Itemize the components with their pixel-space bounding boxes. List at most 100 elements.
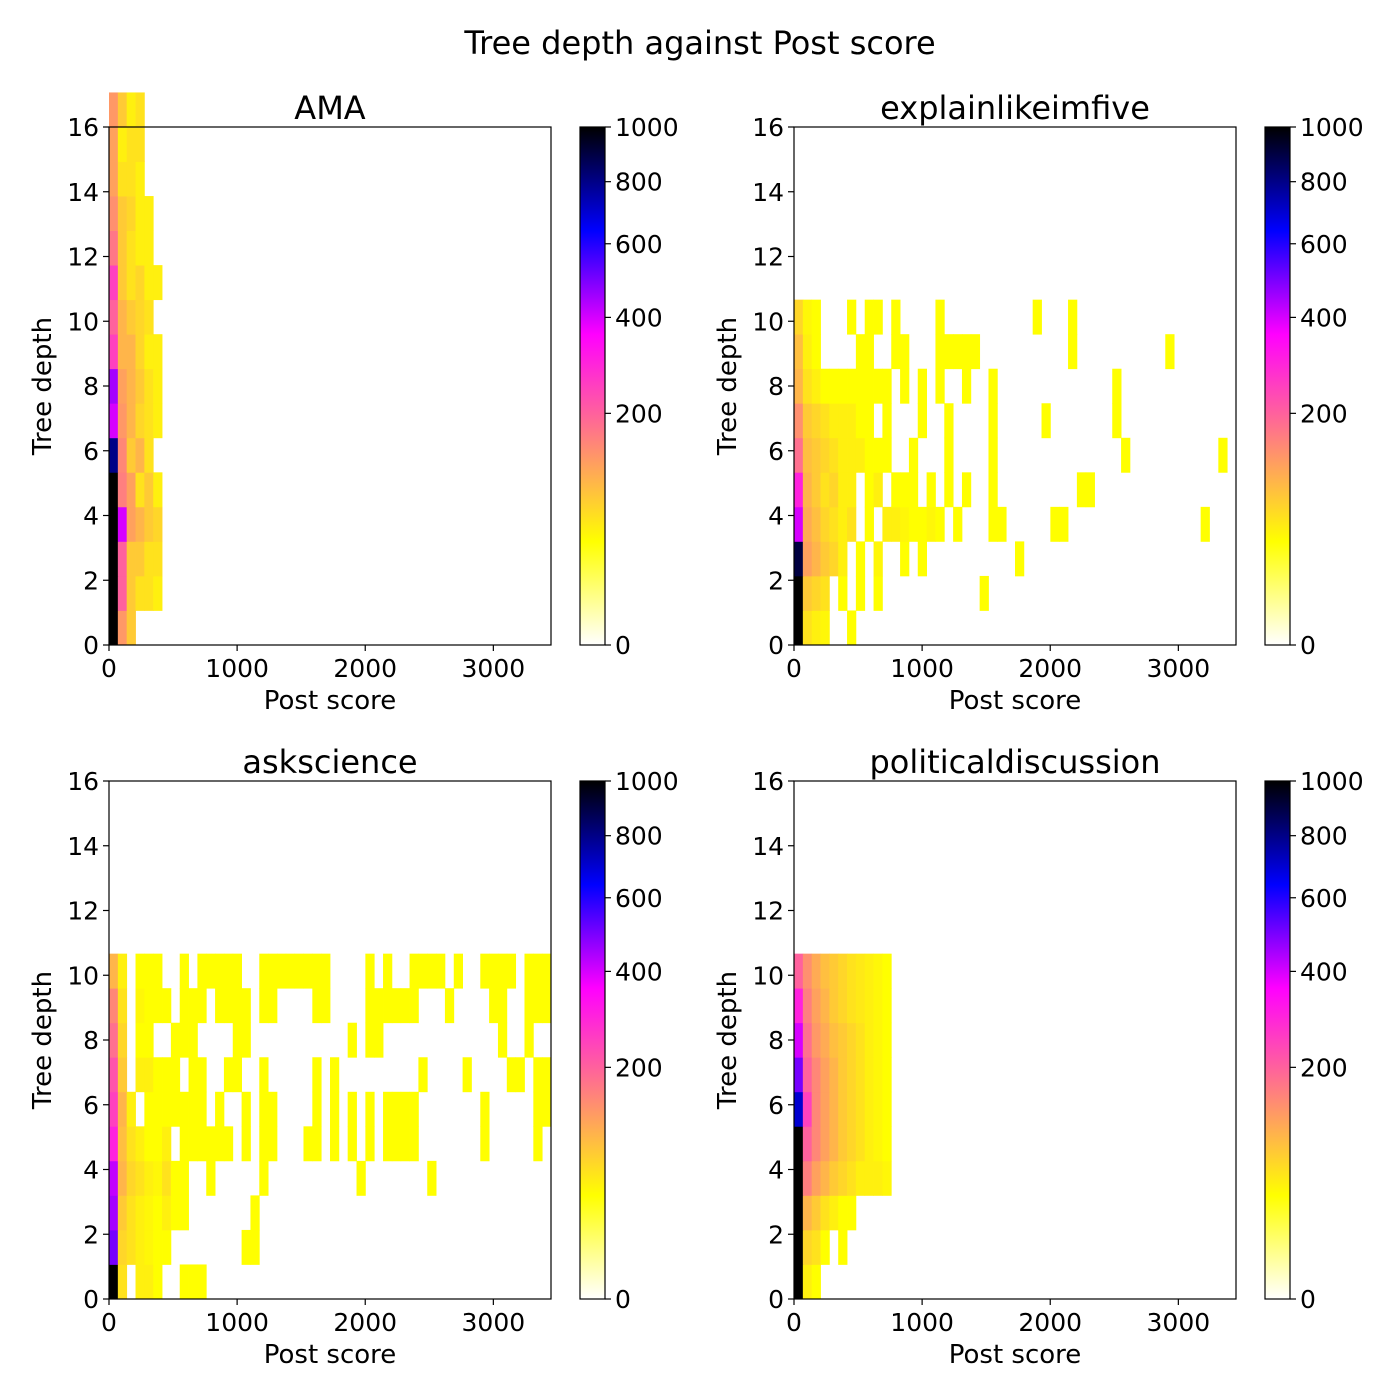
heatmap-cell bbox=[135, 953, 145, 989]
heatmap-cell bbox=[135, 1160, 145, 1196]
heatmap-cell bbox=[109, 334, 119, 370]
heatmap-cell bbox=[829, 1022, 839, 1058]
heatmap-cell bbox=[179, 1091, 189, 1127]
heatmap-cell bbox=[802, 334, 813, 370]
heatmap-cell bbox=[109, 196, 119, 231]
heatmap-cell bbox=[988, 506, 998, 542]
heatmap-cell bbox=[820, 1091, 830, 1127]
heatmap-cell bbox=[794, 334, 804, 370]
heatmap-cell bbox=[820, 1229, 830, 1265]
heatmap-cell bbox=[197, 1126, 207, 1162]
heatmap-cell bbox=[891, 472, 901, 508]
heatmap-cell bbox=[802, 1264, 813, 1300]
y-tick-label: 2 bbox=[83, 1220, 99, 1249]
heatmap-cell bbox=[197, 953, 207, 989]
heatmap-cell bbox=[232, 953, 242, 989]
heatmap-cell bbox=[864, 472, 874, 508]
heatmap-cell bbox=[179, 1126, 189, 1162]
heatmap-cell bbox=[365, 953, 375, 989]
heatmap-cell bbox=[820, 610, 830, 646]
heatmap-cell bbox=[418, 953, 428, 989]
heatmap-cell bbox=[109, 368, 119, 404]
heatmap-cell bbox=[811, 334, 821, 370]
y-tick-label: 6 bbox=[83, 1091, 99, 1120]
x-tick-label: 1000 bbox=[205, 654, 269, 683]
colorbar-tick-label: 800 bbox=[615, 168, 663, 197]
heatmap-cell bbox=[811, 506, 821, 542]
heatmap-cell bbox=[197, 988, 207, 1024]
heatmap-cell bbox=[117, 196, 128, 231]
heatmap-cell bbox=[250, 1195, 260, 1231]
y-tick-label: 14 bbox=[752, 178, 784, 207]
heatmap-cell bbox=[135, 403, 145, 439]
heatmap-cell bbox=[321, 988, 331, 1024]
heatmap-cell bbox=[259, 1126, 269, 1162]
y-tick-label: 2 bbox=[83, 566, 99, 595]
x-tick-label: 3000 bbox=[462, 654, 526, 683]
heatmap-cell bbox=[794, 953, 804, 989]
heatmap-cell bbox=[250, 1229, 260, 1265]
heatmap-cell bbox=[997, 506, 1007, 542]
heatmap-cell bbox=[794, 541, 804, 577]
heatmap-cell bbox=[170, 1057, 181, 1093]
heatmap-cell bbox=[882, 1022, 892, 1058]
colorbar-tick-label: 400 bbox=[1300, 303, 1348, 332]
heatmap-cell bbox=[126, 230, 136, 266]
heatmap-cell bbox=[162, 1126, 172, 1162]
heatmap-cell bbox=[117, 541, 128, 577]
heatmap-cell bbox=[117, 126, 128, 162]
heatmap-cell bbox=[864, 368, 874, 404]
heatmap-cell bbox=[802, 403, 813, 439]
heatmap-cell bbox=[179, 953, 189, 989]
heatmap-cell bbox=[135, 334, 145, 370]
heatmap-cell bbox=[117, 472, 128, 508]
heatmap-cell bbox=[153, 472, 163, 508]
colorbar-tick-label: 0 bbox=[1300, 631, 1316, 660]
heatmap-cell bbox=[312, 953, 322, 989]
heatmap-cell bbox=[153, 334, 163, 370]
heatmap-cell bbox=[900, 334, 910, 370]
heatmap-cell bbox=[820, 541, 830, 577]
heatmap-cell bbox=[533, 953, 543, 989]
heatmap-cell bbox=[144, 437, 154, 473]
heatmap-cell bbox=[170, 1160, 181, 1196]
heatmap-cell bbox=[820, 368, 830, 404]
heatmap-cell bbox=[838, 506, 848, 542]
y-tick-label: 0 bbox=[83, 1285, 99, 1314]
heatmap-cell bbox=[506, 1057, 517, 1093]
heatmap-cell bbox=[144, 988, 154, 1024]
heatmap-cell bbox=[109, 1160, 119, 1196]
heatmap-cell bbox=[109, 575, 119, 611]
heatmap-cell bbox=[953, 506, 963, 542]
y-tick-label: 6 bbox=[83, 437, 99, 466]
colorbar-gradient bbox=[579, 780, 606, 1300]
y-tick-label: 12 bbox=[752, 897, 784, 926]
heatmap-cell bbox=[153, 988, 163, 1024]
heatmap-cell bbox=[811, 1022, 821, 1058]
y-axis-label: Tree depth bbox=[28, 317, 58, 456]
heatmap-cell bbox=[144, 265, 154, 301]
heatmap-cell bbox=[215, 988, 225, 1024]
heatmap-cell bbox=[802, 472, 813, 508]
y-tick-label: 8 bbox=[768, 1026, 784, 1055]
heatmap-cell bbox=[533, 1126, 543, 1162]
heatmap-cell bbox=[126, 472, 136, 508]
heatmap-cell bbox=[259, 988, 269, 1024]
y-axis-label: Tree depth bbox=[713, 971, 743, 1110]
heatmap-cell bbox=[944, 403, 954, 439]
heatmap-cell bbox=[117, 1057, 128, 1093]
colorbar-gradient bbox=[1264, 780, 1291, 1300]
heatmap-cell bbox=[900, 506, 910, 542]
heatmap-cell bbox=[223, 988, 234, 1024]
heatmap-cell bbox=[802, 1229, 813, 1265]
y-tick-label: 6 bbox=[768, 1091, 784, 1120]
y-tick-label: 4 bbox=[83, 1156, 99, 1185]
x-tick-label: 3000 bbox=[1147, 654, 1211, 683]
heatmap-cell bbox=[427, 1160, 437, 1196]
heatmap-cell bbox=[1041, 403, 1051, 439]
heatmap-cell bbox=[811, 1195, 821, 1231]
heatmap-cell bbox=[188, 1022, 198, 1058]
heatmap-cell bbox=[126, 196, 136, 231]
heatmap-cell bbox=[542, 953, 552, 989]
